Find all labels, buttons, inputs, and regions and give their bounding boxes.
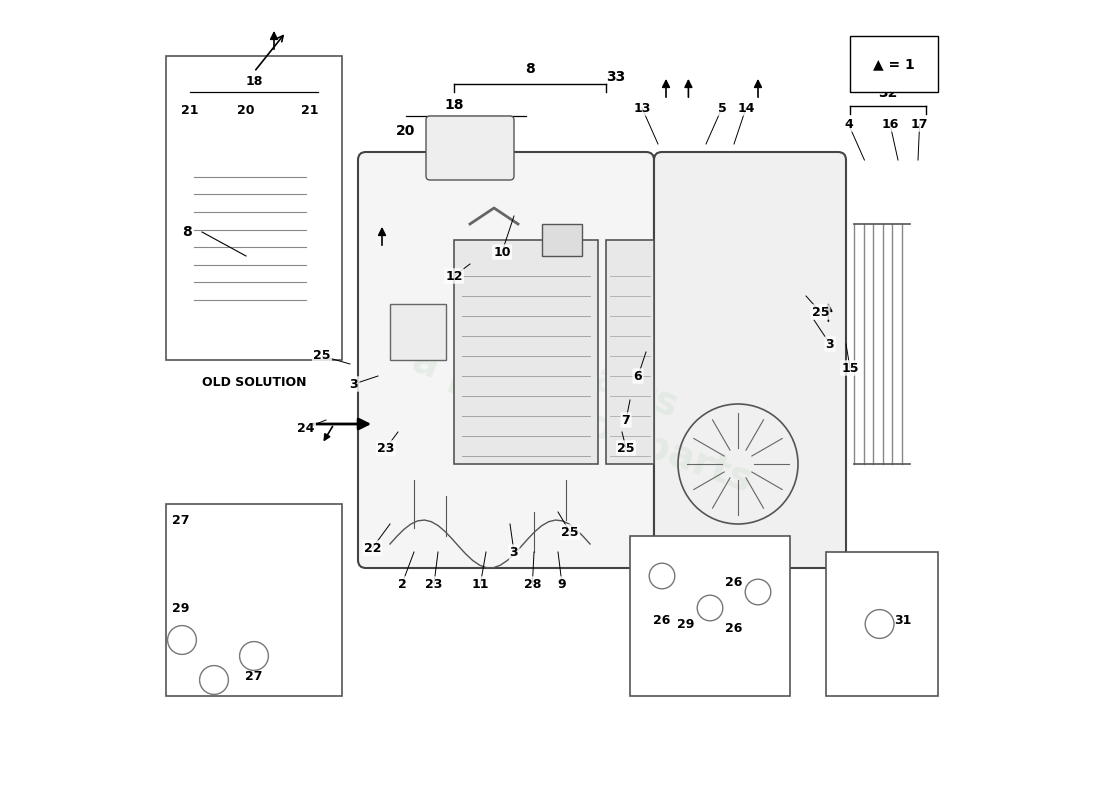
Text: 7: 7 (621, 414, 630, 426)
Text: 18: 18 (245, 75, 263, 88)
Text: 28: 28 (524, 578, 541, 590)
Text: 24: 24 (297, 422, 315, 434)
Text: 33: 33 (606, 70, 625, 84)
Bar (826, 552, 938, 696)
Text: 3: 3 (826, 338, 834, 350)
Text: 12: 12 (446, 270, 463, 282)
Text: 8: 8 (182, 225, 191, 239)
Text: 32: 32 (878, 86, 898, 100)
Text: 25: 25 (812, 306, 829, 318)
FancyBboxPatch shape (358, 152, 654, 568)
Text: 15: 15 (842, 362, 859, 374)
Text: 2: 2 (397, 578, 406, 590)
Text: 6: 6 (634, 370, 642, 382)
FancyBboxPatch shape (654, 152, 846, 568)
Text: ▲ = 1: ▲ = 1 (873, 57, 915, 71)
Text: 23: 23 (377, 442, 395, 454)
FancyBboxPatch shape (426, 116, 514, 180)
Text: 31: 31 (894, 614, 912, 626)
Text: 27: 27 (245, 670, 263, 682)
Text: 25: 25 (617, 442, 635, 454)
Text: 26: 26 (725, 622, 742, 634)
Text: 13: 13 (634, 102, 651, 114)
Bar (238, 124, 262, 152)
Text: 21: 21 (301, 104, 319, 117)
Text: 5: 5 (717, 102, 726, 114)
Text: 4: 4 (844, 118, 852, 130)
Bar (630, 536, 790, 696)
Bar (606, 240, 654, 464)
Text: 22: 22 (364, 542, 382, 554)
Text: 16: 16 (881, 118, 899, 130)
Text: OLD SOLUTION: OLD SOLUTION (201, 376, 306, 389)
Text: 3: 3 (509, 546, 518, 558)
FancyBboxPatch shape (850, 36, 938, 92)
Text: 26: 26 (725, 576, 742, 589)
Text: 23: 23 (426, 578, 442, 590)
Text: 29: 29 (678, 618, 695, 630)
Text: 20: 20 (396, 124, 416, 138)
Text: 20: 20 (238, 104, 255, 117)
Text: 11: 11 (472, 578, 490, 590)
Text: 14: 14 (737, 102, 755, 114)
Bar (390, 304, 446, 360)
Text: 8: 8 (525, 62, 535, 76)
Text: 25: 25 (314, 350, 331, 362)
Text: 17: 17 (911, 118, 928, 130)
Bar (166, 504, 342, 696)
Bar (542, 224, 582, 256)
Text: 27: 27 (172, 514, 189, 526)
Bar (454, 240, 598, 464)
Text: 𝔼: 𝔼 (585, 278, 707, 442)
Text: e1parts
a parts for parts: e1parts a parts for parts (407, 300, 772, 500)
Text: 26: 26 (653, 614, 671, 626)
Text: 9: 9 (558, 578, 566, 590)
Bar (166, 56, 342, 360)
Text: 29: 29 (172, 602, 189, 614)
Text: 21: 21 (182, 104, 199, 117)
Text: e1parts
a parts for parts: e1parts a parts for parts (407, 322, 693, 478)
Text: 10: 10 (493, 246, 510, 258)
Text: 18: 18 (444, 98, 464, 112)
Bar (190, 152, 310, 312)
Text: 25: 25 (561, 526, 579, 538)
Text: 3: 3 (350, 378, 359, 390)
